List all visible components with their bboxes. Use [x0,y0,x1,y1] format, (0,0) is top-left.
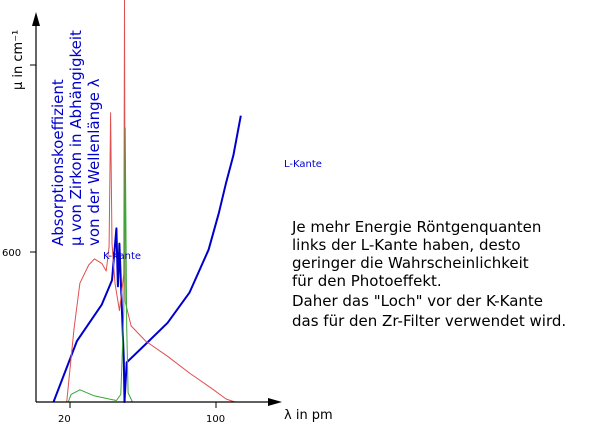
series-green-line [67,127,139,403]
x-tick-label-100: 100 [206,414,225,425]
note-line-2: links der L-Kante haben, desto [292,236,521,254]
ylabel-line-2: µ von Zirkon in Abhängigkeit [67,30,85,246]
series-blue-line [52,115,242,403]
note-line-1: Je mehr Energie Röntgenquanten [291,218,541,236]
note-line-4: für den Photoeffekt. [292,272,442,290]
x-unit-label: λ in pm [284,408,333,423]
plot-lines [52,0,242,403]
x-axis-arrow [268,398,282,406]
y-axis-arrow [32,12,40,26]
ylabel-line-3: von der Wellenlänge λ [85,78,103,246]
series-red-line [66,0,236,403]
annotation-k-kante: K-Kante [103,251,141,262]
annotation-l-kante: L-Kante [284,159,322,170]
note-line-5: Daher das "Loch" vor der K-Kante [292,292,543,310]
note-block: Je mehr Energie Röntgenquanten links der… [291,218,566,330]
x-tick-label-20: 20 [58,414,71,425]
note-line-6: das für den Zr-Filter verwendet wird. [292,312,566,330]
y-tick-label-600: 600 [2,248,21,259]
ylabel-line-1: Absorptionskoeffizient [49,79,67,246]
y-unit-label: µ in cm⁻¹ [11,30,26,90]
note-line-3: geringer die Wahrscheinlichkeit [292,254,529,272]
